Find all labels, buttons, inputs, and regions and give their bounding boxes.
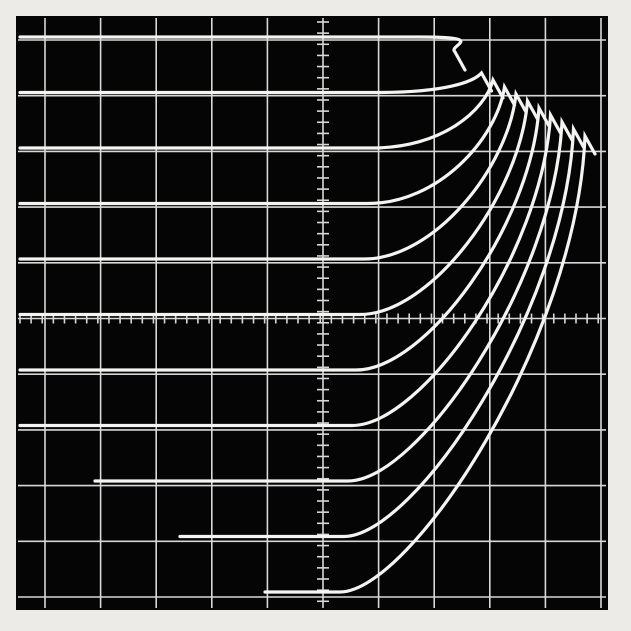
- characteristic-curve: [263, 130, 597, 594]
- characteristic-curve: [18, 95, 540, 317]
- characteristic-curve: [18, 102, 551, 372]
- characteristic-curve: [18, 75, 505, 150]
- characteristic-curve: [18, 109, 563, 428]
- characteristic-curve: [18, 35, 467, 72]
- characteristic-curve: [18, 82, 517, 206]
- characteristic-curve: [93, 116, 574, 483]
- characteristic-curve: [18, 88, 528, 261]
- characteristic-curve: [178, 123, 586, 539]
- characteristic-curve: [18, 70, 494, 95]
- traces: [18, 35, 597, 594]
